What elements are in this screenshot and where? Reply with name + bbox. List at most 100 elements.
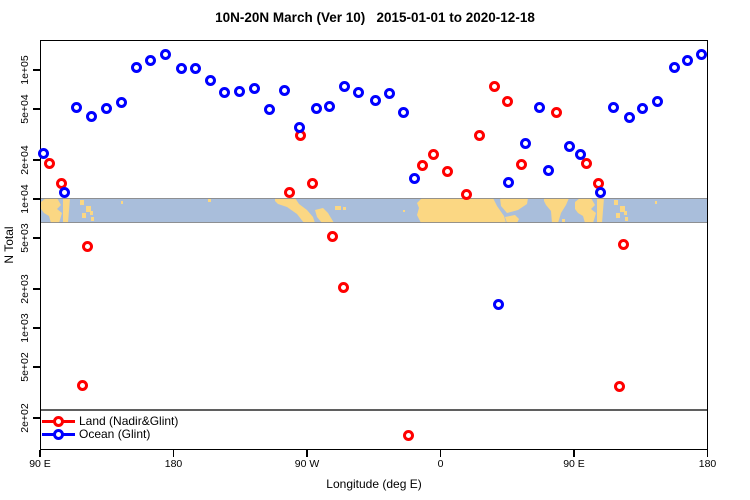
x-axis-tick bbox=[439, 450, 442, 457]
data-point-ocean bbox=[100, 102, 112, 114]
y-axis-tick bbox=[33, 327, 40, 329]
map-ocean bbox=[41, 198, 707, 223]
data-point-land bbox=[82, 240, 94, 252]
data-point-land bbox=[43, 158, 55, 170]
data-point-ocean bbox=[58, 186, 70, 198]
x-axis-tick bbox=[39, 450, 41, 457]
y-tick-label: 1e+04 bbox=[19, 184, 31, 214]
x-axis-tick bbox=[706, 450, 709, 457]
data-point-ocean bbox=[248, 82, 260, 94]
data-point-ocean bbox=[131, 62, 143, 74]
x-tick-label: 180 bbox=[698, 458, 717, 470]
data-point-ocean bbox=[352, 86, 364, 98]
y-tick-label: 1e+03 bbox=[19, 313, 31, 343]
data-point-ocean bbox=[145, 55, 157, 67]
data-point-land bbox=[515, 159, 527, 171]
data-point-ocean bbox=[218, 86, 230, 98]
y-axis-tick bbox=[33, 288, 40, 290]
data-point-ocean bbox=[205, 75, 217, 87]
chart-title: 10N-20N March (Ver 10) 2015-01-01 to 202… bbox=[215, 10, 535, 25]
y-axis-tick bbox=[33, 108, 40, 110]
data-point-ocean bbox=[175, 63, 187, 75]
data-point-ocean bbox=[542, 165, 554, 177]
x-axis-tick bbox=[172, 450, 175, 457]
y-axis-tick bbox=[33, 69, 40, 71]
data-point-land bbox=[338, 281, 350, 293]
y-axis-tick bbox=[33, 237, 40, 239]
legend-ocean-marker-icon bbox=[53, 429, 64, 440]
data-point-land bbox=[76, 380, 88, 392]
data-point-ocean bbox=[408, 172, 420, 184]
y-axis-title: N Total bbox=[2, 226, 16, 264]
data-point-ocean bbox=[383, 88, 395, 100]
data-point-ocean bbox=[86, 110, 98, 122]
data-point-ocean bbox=[311, 102, 323, 114]
data-point-ocean bbox=[492, 299, 504, 311]
data-point-ocean bbox=[233, 85, 245, 97]
data-point-ocean bbox=[71, 101, 83, 113]
data-point-land bbox=[460, 188, 472, 200]
data-point-ocean bbox=[264, 104, 276, 116]
y-tick-label: 2e+04 bbox=[19, 145, 31, 175]
y-tick-label: 1e+05 bbox=[19, 55, 31, 85]
plot-area bbox=[40, 40, 708, 450]
y-axis-tick bbox=[33, 198, 40, 200]
y-axis-tick bbox=[33, 366, 40, 368]
data-point-ocean bbox=[278, 84, 290, 96]
data-point-land bbox=[327, 230, 339, 242]
y-tick-label: 5e+03 bbox=[19, 223, 31, 253]
data-point-ocean bbox=[682, 55, 694, 67]
data-point-ocean bbox=[668, 62, 680, 74]
data-point-land bbox=[283, 186, 295, 198]
legend-land-marker-icon bbox=[53, 416, 64, 427]
x-axis-tick bbox=[573, 450, 575, 457]
data-point-ocean bbox=[637, 103, 649, 115]
data-point-land bbox=[580, 157, 592, 169]
data-point-ocean bbox=[607, 102, 619, 114]
data-point-ocean bbox=[339, 80, 351, 92]
x-tick-label: 90 W bbox=[294, 458, 320, 470]
map-land-repeat bbox=[575, 198, 657, 223]
data-point-ocean bbox=[595, 186, 607, 198]
data-point-land bbox=[551, 107, 563, 119]
data-point-land bbox=[428, 149, 440, 161]
x-axis-title: Longitude (deg E) bbox=[326, 477, 422, 491]
data-point-land bbox=[306, 177, 318, 189]
world-map-band bbox=[41, 198, 707, 223]
data-point-ocean bbox=[190, 62, 202, 74]
y-tick-label: 2e+03 bbox=[19, 274, 31, 304]
data-point-ocean bbox=[37, 147, 49, 159]
threshold-line bbox=[41, 409, 707, 411]
data-point-land bbox=[417, 159, 429, 171]
y-tick-label: 5e+02 bbox=[19, 352, 31, 382]
data-point-ocean bbox=[575, 148, 587, 160]
x-axis-tick bbox=[306, 450, 308, 457]
y-tick-label: 5e+04 bbox=[19, 94, 31, 124]
data-point-ocean bbox=[623, 111, 635, 123]
data-point-ocean bbox=[502, 176, 514, 188]
data-point-ocean bbox=[293, 121, 305, 133]
data-point-land bbox=[402, 429, 414, 441]
legend-land-label: Land (Nadir&Glint) bbox=[79, 414, 179, 428]
x-tick-label: 90 E bbox=[563, 458, 585, 470]
data-point-land bbox=[613, 380, 625, 392]
data-point-ocean bbox=[533, 102, 545, 113]
x-tick-label: 180 bbox=[164, 458, 183, 470]
data-point-ocean bbox=[370, 95, 382, 107]
data-point-ocean bbox=[563, 140, 575, 152]
data-point-ocean bbox=[519, 138, 531, 150]
data-point-land bbox=[473, 130, 485, 142]
data-point-land bbox=[488, 80, 500, 92]
data-point-ocean bbox=[323, 101, 335, 113]
legend-ocean-label: Ocean (Glint) bbox=[79, 427, 151, 441]
data-point-ocean bbox=[116, 96, 128, 108]
y-axis-tick bbox=[33, 159, 40, 161]
x-tick-label: 0 bbox=[437, 458, 444, 470]
data-point-ocean bbox=[159, 49, 171, 61]
data-point-land bbox=[442, 165, 454, 177]
data-point-ocean bbox=[696, 48, 708, 60]
map-land-90e-180 bbox=[41, 198, 123, 223]
data-point-land bbox=[617, 239, 629, 251]
y-axis-tick bbox=[33, 417, 40, 419]
